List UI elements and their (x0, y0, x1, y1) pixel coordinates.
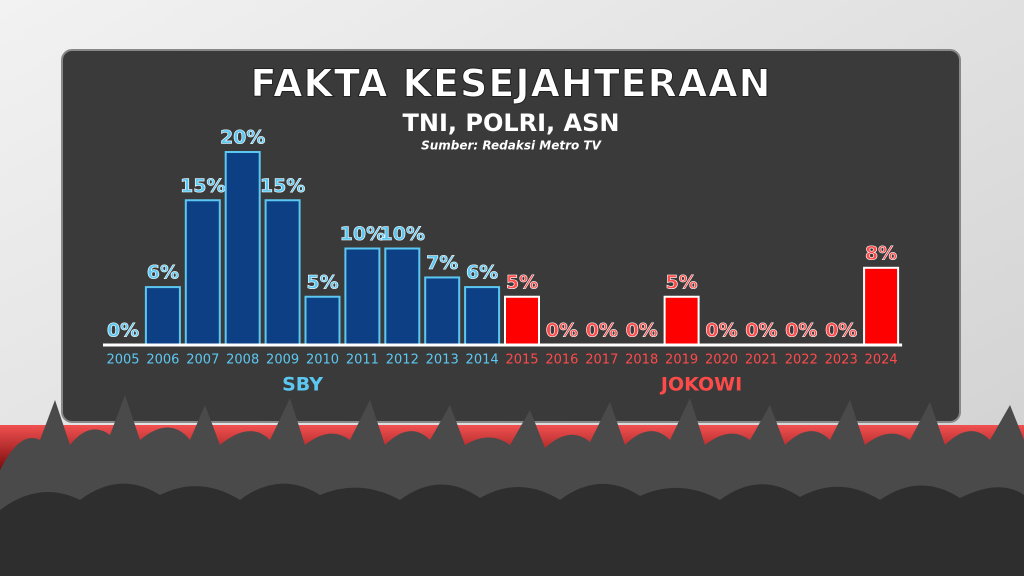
x-tick-label: 2017 (585, 353, 618, 368)
value-label: 6% (147, 262, 179, 284)
bar (224, 151, 261, 346)
x-tick-label: 2009 (266, 353, 299, 368)
crowd-foreground (0, 483, 1024, 576)
value-label: 0% (745, 320, 777, 342)
x-tick-label: 2022 (785, 353, 818, 368)
bar (184, 199, 221, 346)
value-label: 10% (380, 223, 425, 245)
group-label: JOKOWI (659, 374, 742, 396)
value-label: 15% (260, 175, 305, 197)
value-label: 5% (306, 271, 338, 293)
x-tick-label: 2021 (745, 353, 778, 368)
plot: 0% 2005 6% 2006 15% 2007 20% 2008 15% 2009 5% 2010 1… (103, 126, 903, 396)
x-tick-label: 2012 (386, 353, 419, 368)
value-label: 0% (825, 320, 857, 342)
bar (464, 286, 501, 347)
x-tick-label: 2014 (466, 353, 499, 368)
x-tick-label: 2023 (825, 353, 858, 368)
chart-title: FAKTA KESEJAHTERAAN (251, 62, 772, 106)
bar (344, 247, 381, 346)
x-tick-label: 2006 (146, 353, 179, 368)
x-tick-label: 2005 (106, 353, 139, 368)
value-label: 0% (586, 320, 618, 342)
x-tick-label: 2016 (545, 353, 578, 368)
value-label: 6% (466, 262, 498, 284)
x-tick-label: 2008 (226, 353, 259, 368)
group-label: SBY (282, 374, 323, 396)
value-label: 5% (506, 271, 538, 293)
bar (144, 286, 181, 347)
value-label: 0% (107, 320, 139, 342)
bar (504, 295, 540, 346)
value-label: 5% (665, 271, 697, 293)
bar (384, 247, 421, 346)
x-tick-label: 2007 (186, 353, 219, 368)
x-tick-label: 2013 (426, 353, 459, 368)
value-label: 8% (865, 242, 897, 264)
value-label: 7% (426, 252, 458, 274)
x-tick-label: 2019 (665, 353, 698, 368)
x-tick-label: 2015 (505, 353, 538, 368)
x-tick-label: 2024 (865, 353, 898, 368)
x-tick-label: 2010 (306, 353, 339, 368)
x-tick-label: 2018 (625, 353, 658, 368)
x-tick-label: 2011 (346, 353, 379, 368)
bar (663, 295, 700, 346)
x-tick-label: 2020 (705, 353, 738, 368)
value-label: 20% (220, 127, 265, 149)
chart-subtitle: TNI, POLRI, ASN (403, 109, 620, 137)
bar (863, 266, 900, 346)
value-label: 0% (785, 320, 817, 342)
value-label: 10% (340, 223, 385, 245)
chart-source: Sumber: Redaksi Metro TV (421, 139, 603, 153)
value-label: 0% (546, 320, 578, 342)
value-label: 15% (180, 175, 225, 197)
bar (424, 276, 461, 347)
value-label: 0% (705, 320, 737, 342)
bar (304, 295, 341, 346)
bar (264, 199, 301, 346)
value-label: 0% (626, 320, 658, 342)
